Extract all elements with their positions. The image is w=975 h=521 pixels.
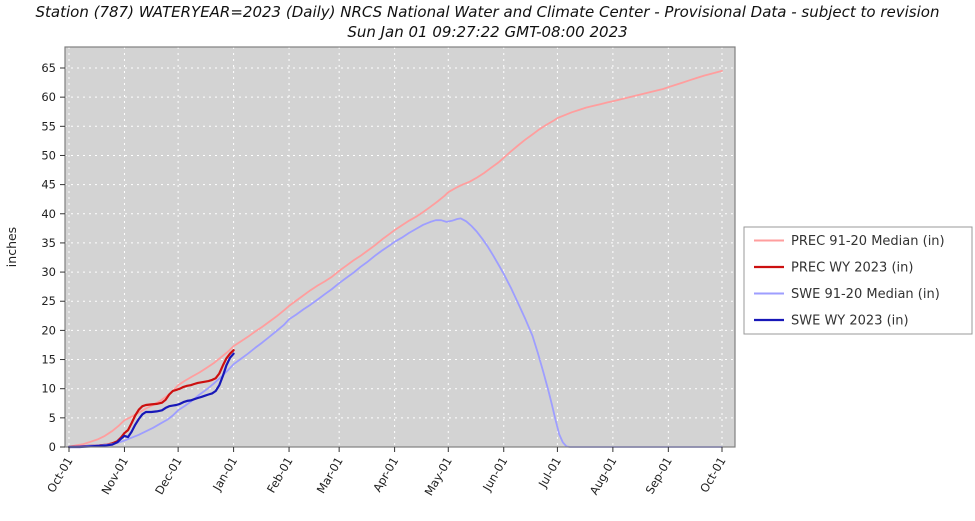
y-tick-label: 5 bbox=[49, 411, 56, 425]
y-tick-label: 10 bbox=[41, 382, 56, 396]
y-axis-label: inches bbox=[4, 227, 19, 267]
x-tick-label: Feb-01 bbox=[264, 455, 296, 496]
y-tick-label: 15 bbox=[41, 353, 56, 367]
y-tick-label: 45 bbox=[41, 178, 56, 192]
y-tick-label: 40 bbox=[41, 207, 56, 221]
series-line-swe-median bbox=[68, 217, 723, 448]
x-tick-label: Sep-01 bbox=[643, 455, 675, 497]
x-tick-label: Apr-01 bbox=[370, 455, 401, 495]
y-tick-label: 55 bbox=[41, 119, 56, 133]
chart-subtitle: Sun Jan 01 09:27:22 GMT-08:00 2023 bbox=[347, 22, 628, 41]
legend-label-prec-wy2023: PREC WY 2023 (in) bbox=[791, 261, 913, 276]
series-line-prec-median bbox=[68, 70, 723, 448]
y-tick-label: 35 bbox=[41, 236, 56, 250]
x-tick-label: Nov-01 bbox=[98, 455, 131, 497]
x-tick-label: Oct-01 bbox=[697, 455, 728, 495]
x-tick-label: Oct-01 bbox=[44, 455, 75, 495]
chart-header: Station (787) WATERYEAR=2023 (Daily) NRC… bbox=[0, 3, 975, 42]
plot-area bbox=[65, 47, 735, 447]
legend-label-swe-median: SWE 91-20 Median (in) bbox=[791, 287, 940, 302]
y-tick-label: 50 bbox=[41, 148, 56, 162]
y-tick-label: 25 bbox=[41, 294, 56, 308]
x-tick-label: Jun-01 bbox=[479, 455, 510, 495]
y-tick-label: 20 bbox=[41, 323, 56, 337]
y-tick-label: 65 bbox=[41, 61, 56, 75]
legend-box bbox=[743, 226, 973, 335]
y-tick-label: 60 bbox=[41, 90, 56, 104]
y-tick-label: 0 bbox=[49, 440, 56, 454]
plot-border bbox=[64, 46, 736, 448]
x-tick-label: Dec-01 bbox=[152, 455, 185, 498]
x-tick-label: Mar-01 bbox=[314, 455, 346, 496]
x-tick-label: Aug-01 bbox=[587, 455, 620, 498]
x-tick-label: May-01 bbox=[422, 455, 455, 499]
legend-label-swe-wy2023: SWE WY 2023 (in) bbox=[791, 314, 909, 329]
x-tick-label: Jan-01 bbox=[209, 455, 240, 494]
chart-title: Station (787) WATERYEAR=2023 (Daily) NRC… bbox=[35, 3, 940, 21]
y-tick-label: 30 bbox=[41, 265, 56, 279]
series-line-swe-wy2023 bbox=[67, 352, 235, 449]
legend-label-prec-median: PREC 91-20 Median (in) bbox=[791, 234, 945, 249]
x-tick-label: Jul-01 bbox=[535, 455, 564, 491]
